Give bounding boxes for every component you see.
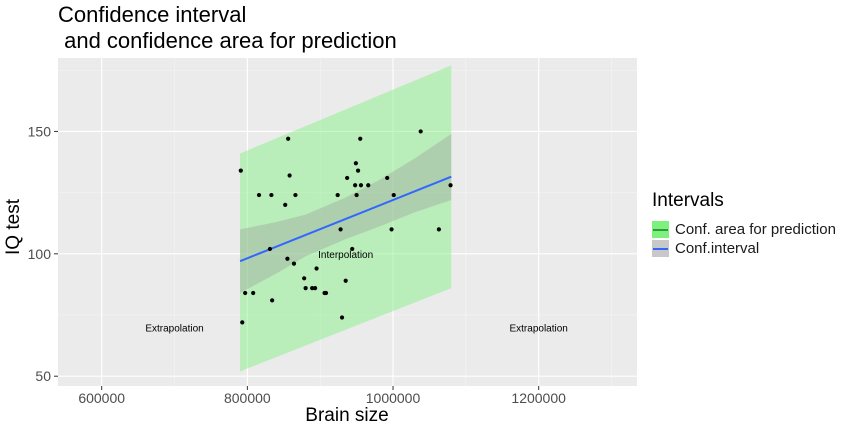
y-axis-label: IQ test xyxy=(3,198,24,255)
data-point xyxy=(345,175,350,181)
data-point xyxy=(339,315,345,320)
data-point xyxy=(436,227,442,232)
data-point xyxy=(267,246,273,252)
data-point xyxy=(251,290,256,296)
legend-key-confidence-interval xyxy=(652,239,669,257)
data-point xyxy=(303,285,308,291)
legend: Intervals Conf. area for prediction Conf… xyxy=(652,190,836,258)
data-point xyxy=(238,168,243,173)
legend-label: Conf.interval xyxy=(675,239,760,257)
data-point xyxy=(355,168,361,173)
data-point xyxy=(240,320,245,325)
data-point xyxy=(283,202,288,207)
plot-panel xyxy=(58,58,637,386)
x-tick-label: 1200000 xyxy=(511,390,566,406)
data-point xyxy=(353,183,358,188)
data-point xyxy=(389,227,394,232)
annotations: Extrapolation Interpolation Extrapolation xyxy=(145,250,568,334)
y-tick-label: 150 xyxy=(28,123,52,139)
y-axis-ticks: 50 100 150 xyxy=(28,123,58,384)
data-point xyxy=(418,129,423,134)
legend-item-confidence-interval: Conf.interval xyxy=(652,239,836,257)
data-point xyxy=(350,246,355,252)
data-point xyxy=(285,256,290,261)
y-tick-label: 50 xyxy=(35,368,51,384)
regression-line xyxy=(239,175,452,263)
data-point xyxy=(291,261,297,266)
x-tick-label: 600000 xyxy=(78,390,125,406)
data-point xyxy=(391,192,396,198)
confidence-interval-band xyxy=(240,133,452,293)
data-points xyxy=(238,129,453,325)
data-point xyxy=(366,183,371,188)
legend-key-prediction-area xyxy=(652,220,669,238)
data-point xyxy=(286,136,291,141)
annotation-label: Interpolation xyxy=(318,250,373,261)
data-point xyxy=(310,285,315,291)
annotation-label: Extrapolation xyxy=(145,323,203,334)
x-axis-label: Brain size xyxy=(305,405,388,426)
data-point xyxy=(448,183,453,188)
data-point xyxy=(338,227,343,232)
chart-title: Confidence interval and confidence area … xyxy=(58,2,397,53)
legend-title: Intervals xyxy=(652,190,724,211)
legend-label: Conf. area for prediction xyxy=(675,220,836,238)
data-point xyxy=(287,173,292,178)
annotation-label: Extrapolation xyxy=(509,323,567,334)
x-axis-ticks: 600000 800000 1000000 1200000 xyxy=(78,386,566,406)
data-point xyxy=(358,183,364,188)
data-point xyxy=(335,192,340,198)
data-point xyxy=(323,290,329,296)
data-point xyxy=(256,192,262,198)
data-point xyxy=(312,285,318,291)
x-tick-label: 1000000 xyxy=(366,390,421,406)
x-tick-label: 800000 xyxy=(224,390,271,406)
data-point xyxy=(343,278,348,283)
data-point xyxy=(354,192,359,198)
legend-item-prediction-area: Conf. area for prediction xyxy=(652,220,836,238)
data-point xyxy=(358,136,363,141)
data-point xyxy=(353,161,358,166)
data-point xyxy=(270,298,275,303)
data-point xyxy=(385,175,390,181)
y-tick-label: 100 xyxy=(28,246,52,262)
data-point xyxy=(293,192,298,198)
data-point xyxy=(302,276,307,281)
data-point xyxy=(314,266,319,271)
major-gridlines xyxy=(58,58,637,386)
minor-gridlines xyxy=(58,58,637,386)
data-point xyxy=(243,290,248,296)
data-point xyxy=(269,192,274,198)
